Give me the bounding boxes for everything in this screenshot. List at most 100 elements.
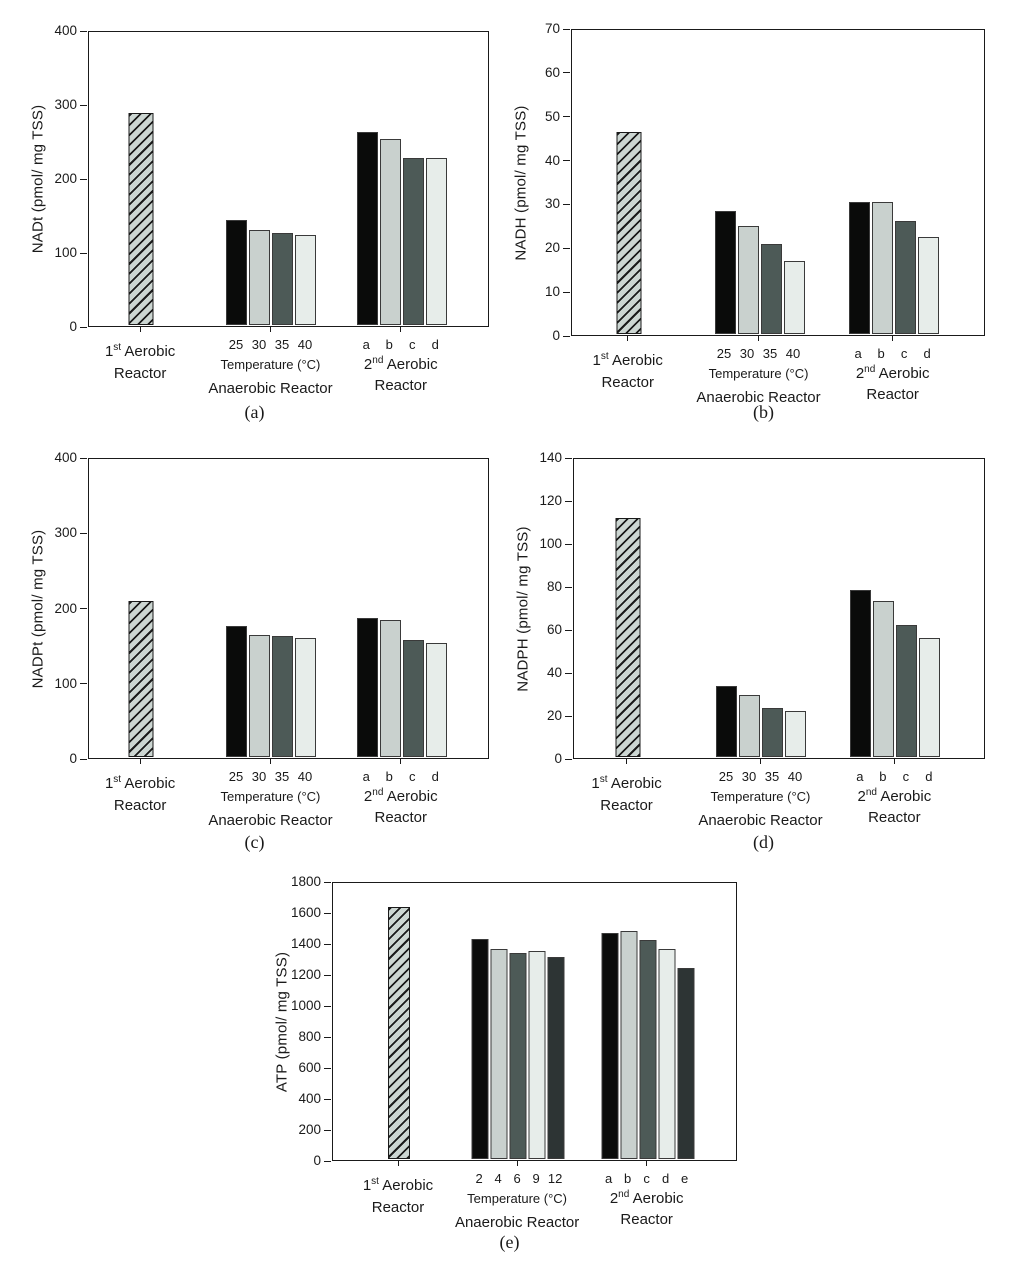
x-tick-mark [759,759,761,764]
y-tick-label: 1000 [290,998,321,1013]
y-tick-mark [563,72,570,74]
y-tick-mark [565,715,572,717]
y-tick-mark [563,247,570,249]
bar-tick-label: d [662,1171,670,1186]
bar-anaerobic-25 [226,220,248,325]
bar-anaerobic-4 [490,949,508,1159]
bar-second-aerobic-d [919,638,941,757]
bar-group-anaerobic [226,626,317,757]
temperature-axis-label: Temperature (°C) [467,1191,567,1206]
first-reactor-label-line2: Reactor [601,374,654,391]
bar-tick-label: b [624,1171,632,1186]
y-tick-label: 100 [54,675,77,691]
y-tick-mark [324,881,331,883]
bar-tick-label: 25 [228,337,244,352]
anaerobic-reactor-label: Anaerobic Reactor [696,389,821,406]
bar-anaerobic-9 [528,951,546,1159]
bar-second-aerobic-a [850,590,872,757]
bar-tick-label: 6 [513,1171,521,1186]
bar-second-aerobic-c [639,940,657,1159]
x-tick-mark [400,327,402,332]
bar-second-aerobic-b [873,601,895,757]
y-axis-label: NADt (pmol/ mg TSS) [29,104,47,254]
bar-anaerobic-6 [509,953,527,1159]
ordinal-superscript: st [599,774,608,785]
bar-tick-label-row: 25 30 35 40 [715,769,805,784]
bar-first-aerobic [616,132,642,334]
y-tick-label: 0 [313,1153,321,1168]
y-tick-label: 70 [544,21,560,36]
bar-tick-label: b [877,346,885,361]
bar-group-second-aerobic [848,202,939,334]
bar-group-second-aerobic [356,618,447,757]
panel-caption-a: (a) [244,402,265,422]
first-reactor-label-line1: 1st Aerobic [104,774,176,793]
y-tick-mark [324,943,331,945]
ordinal-superscript: st [113,342,122,353]
second-reactor-label-line1: 2nd Aerobic [363,355,438,374]
ordinal-superscript: nd [618,1189,630,1200]
y-tick-label: 0 [69,751,77,766]
bar-anaerobic-30 [739,695,761,757]
y-tick-mark [324,1098,331,1100]
y-tick-mark [324,1036,331,1038]
bar-tick-label: 30 [251,769,267,784]
y-tick-label: 200 [298,1122,321,1137]
chart-panel-e: (e) ATP (pmol/ mg TSS) 0 200 400 600 800 1000 1… [255,860,764,1264]
x-tick-mark [269,327,271,332]
y-tick-label: 60 [544,64,560,80]
y-tick-mark [80,683,87,685]
ordinal-superscript: st [113,774,122,785]
y-axis-label: NADPt (pmol/ mg TSS) [29,529,47,688]
x-tick-mark [269,759,271,764]
bar-tick-label: e [681,1171,689,1186]
panel-caption-d: (d) [753,832,774,852]
bar-anaerobic-30 [249,635,271,757]
y-tick-label: 600 [298,1060,321,1075]
bar-first-aerobic [388,907,410,1159]
ordinal-superscript: st [371,1176,379,1187]
bar-tick-label: 30 [739,346,755,361]
y-tick-label: 400 [54,23,77,38]
bar-first-aerobic [615,518,641,757]
second-reactor-label-line1: 2nd Aerobic [855,364,930,383]
chart-panel-d: (d) NADPH (pmol/ mg TSS) 0 20 40 60 80 100 120 1… [509,430,1018,860]
bar-tick-label: 30 [251,337,267,352]
y-tick-mark [563,116,570,118]
y-tick-mark [565,758,572,760]
x-tick-mark [626,759,628,764]
bar-anaerobic-2 [471,939,489,1159]
x-tick-mark [516,1161,518,1166]
first-reactor-label-line1: 1st Aerobic [592,351,663,370]
bar-tick-label: b [879,769,887,784]
temperature-axis-label: Temperature (°C) [220,789,321,804]
y-tick-label: 200 [54,600,77,616]
y-tick-mark [563,203,570,205]
y-tick-mark [80,178,87,180]
bar-tick-label: c [900,346,908,361]
ordinal-superscript: st [600,351,609,362]
bar-group-anaerobic [714,211,805,334]
bar-tick-label: 4 [494,1171,502,1186]
bar-tick-label-row: 25 30 35 40 [714,346,804,361]
bar-second-aerobic-b [871,202,893,334]
second-reactor-label-line2: Reactor [868,809,921,826]
y-tick-label: 100 [54,245,77,260]
y-tick-label: 100 [539,536,562,551]
bar-anaerobic-25 [716,686,738,757]
y-tick-mark [565,500,572,502]
y-tick-label: 10 [544,284,560,300]
bar-second-aerobic-a [356,132,378,325]
bar-anaerobic-35 [762,708,784,757]
bar-tick-label: a [362,337,370,352]
second-reactor-label-line1: 2nd Aerobic [609,1189,684,1208]
bar-second-aerobic-c [894,221,916,334]
bar-tick-label: d [925,769,933,784]
bar-tick-label: 25 [228,769,244,784]
bar-second-aerobic-c [896,625,918,757]
bar-tick-label-row: 25 30 35 40 [225,337,315,352]
bar-tick-label: 40 [787,769,803,784]
